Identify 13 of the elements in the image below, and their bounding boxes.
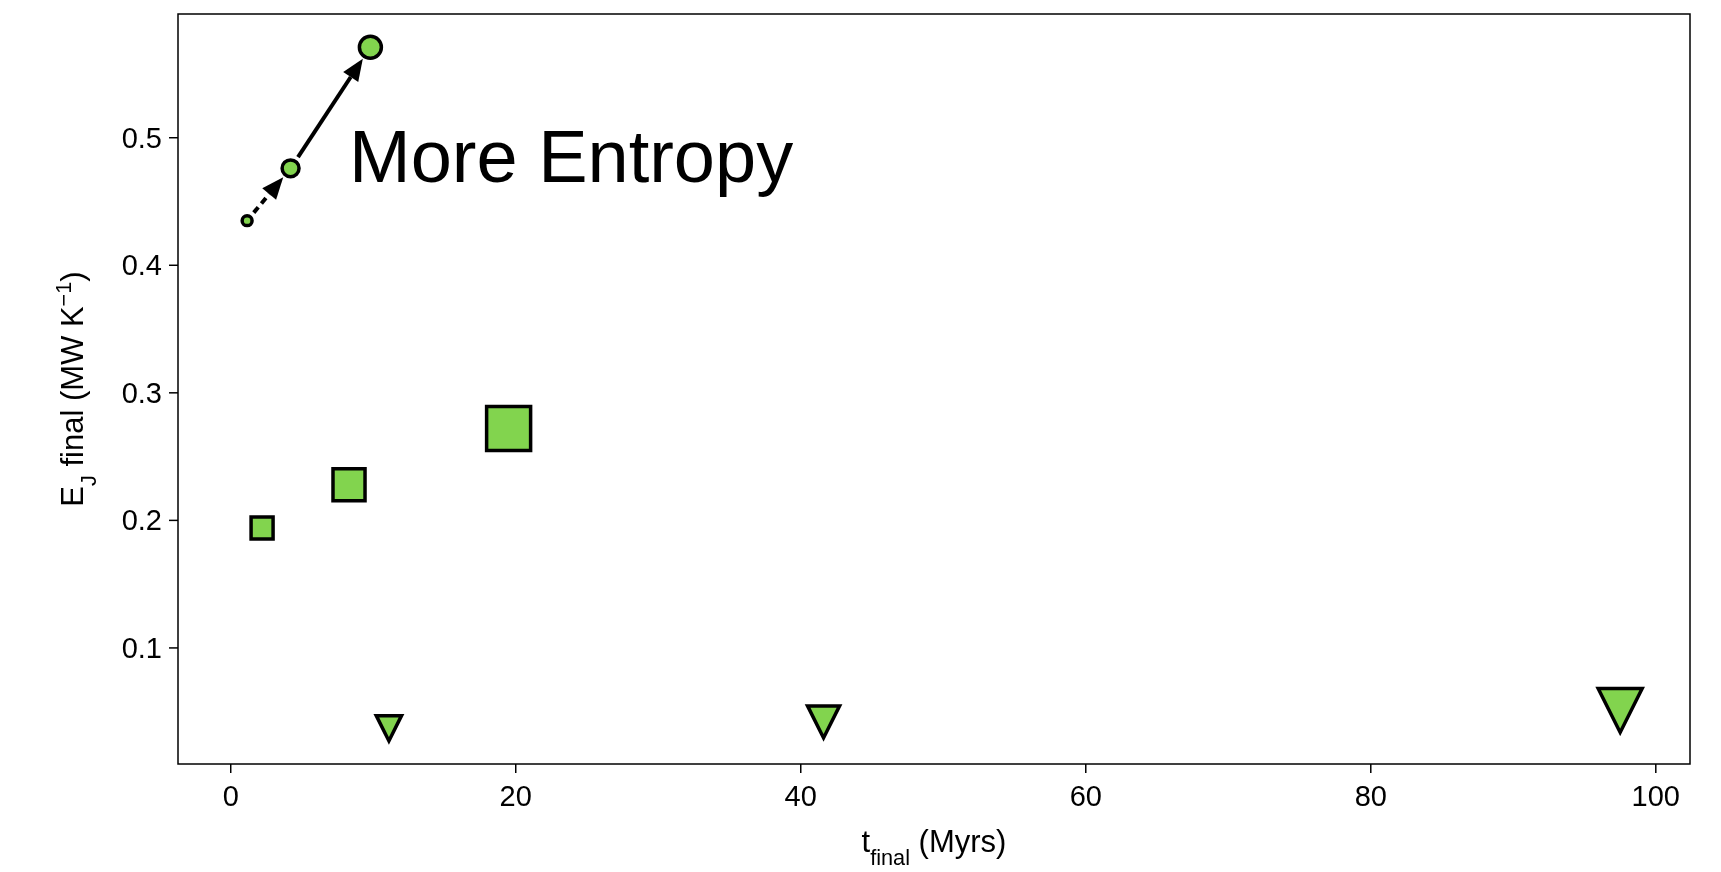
x-tick-label: 0 [222, 780, 239, 812]
y-tick-label: 0.1 [121, 631, 162, 664]
x-axis-title: t$_{final}$ (Myrs) [861, 824, 1007, 870]
y-tick-label: 0.5 [121, 121, 162, 154]
x-tick-label: 80 [1354, 780, 1387, 812]
y-tick-label: 0.3 [121, 376, 162, 409]
y-tick-label: 0.4 [121, 249, 162, 282]
x-tick-label: 60 [1069, 780, 1102, 812]
x-tick-label: 40 [784, 780, 817, 812]
x-tick-label: 20 [499, 780, 532, 812]
x-tick-label: 100 [1631, 780, 1680, 812]
y-tick-label: 0.2 [121, 504, 162, 537]
annotation: More Entropy [349, 115, 794, 199]
